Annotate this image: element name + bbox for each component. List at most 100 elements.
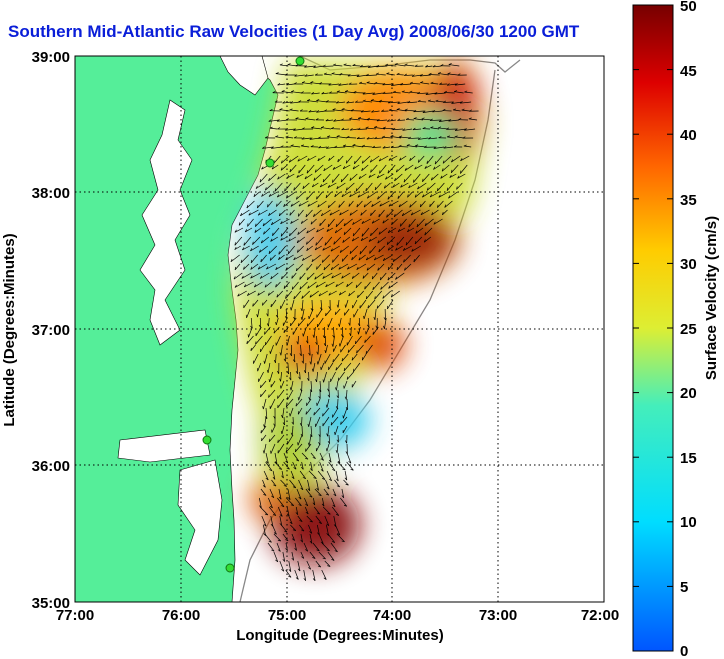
velocity-arrow bbox=[421, 118, 433, 121]
velocity-arrow bbox=[382, 83, 394, 86]
velocity-arrow bbox=[287, 245, 296, 255]
velocity-arrow-head bbox=[349, 332, 352, 336]
velocity-arrow bbox=[284, 182, 292, 192]
velocity-arrow bbox=[260, 254, 267, 263]
colorbar-tick-label: 35 bbox=[680, 192, 697, 209]
velocity-arrow bbox=[234, 281, 245, 288]
velocity-arrow-head bbox=[329, 212, 332, 216]
velocity-arrow-head bbox=[418, 137, 421, 140]
velocity-arrow-head bbox=[317, 565, 321, 568]
velocity-arrow-head bbox=[454, 128, 458, 131]
velocity-arrow-head bbox=[382, 135, 386, 138]
velocity-arrow-head bbox=[269, 126, 273, 129]
velocity-arrow-head bbox=[293, 136, 297, 139]
velocity-arrow-head bbox=[275, 314, 279, 318]
y-axis-label: Latitude (Degrees:Minutes) bbox=[1, 233, 18, 426]
velocity-arrow bbox=[253, 191, 260, 197]
velocity-arrow bbox=[299, 371, 301, 380]
velocity-arrow-head bbox=[422, 127, 426, 129]
velocity-arrow-head bbox=[302, 477, 306, 480]
velocity-arrow-head bbox=[280, 145, 284, 148]
velocity-arrow bbox=[311, 254, 321, 263]
velocity-arrow bbox=[357, 191, 368, 198]
velocity-arrow bbox=[365, 127, 377, 130]
velocity-arrow-head bbox=[305, 511, 309, 515]
velocity-arrow bbox=[290, 524, 297, 531]
velocity-arrow bbox=[296, 191, 305, 200]
velocity-arrow-head bbox=[355, 188, 358, 192]
velocity-arrow bbox=[358, 317, 361, 326]
velocity-arrow bbox=[328, 434, 331, 444]
velocity-arrow-head bbox=[382, 91, 386, 94]
velocity-arrow-head bbox=[336, 439, 339, 443]
velocity-arrow-head bbox=[377, 240, 380, 244]
velocity-arrow bbox=[316, 479, 319, 491]
velocity-arrow-head bbox=[368, 238, 371, 242]
velocity-arrow bbox=[332, 173, 340, 183]
velocity-arrow-head bbox=[310, 145, 314, 148]
velocity-arrow bbox=[333, 119, 343, 122]
velocity-arrow bbox=[260, 344, 265, 353]
velocity-arrow-head bbox=[315, 284, 318, 288]
velocity-arrow bbox=[299, 524, 305, 532]
velocity-arrow bbox=[380, 272, 387, 281]
velocity-arrow bbox=[268, 434, 276, 442]
velocity-arrow-head bbox=[423, 239, 426, 243]
velocity-arrow bbox=[289, 209, 295, 216]
velocity-arrow-head bbox=[323, 72, 327, 75]
velocity-arrow bbox=[285, 263, 295, 271]
velocity-arrow bbox=[289, 407, 294, 417]
x-tick-label: 73:00 bbox=[479, 607, 517, 624]
velocity-arrow bbox=[374, 308, 377, 320]
velocity-arrow bbox=[268, 290, 274, 296]
velocity-arrow-head bbox=[365, 126, 369, 129]
velocity-arrow bbox=[395, 272, 405, 280]
velocity-arrow-head bbox=[266, 323, 269, 327]
velocity-arrow bbox=[277, 434, 285, 444]
velocity-arrow-head bbox=[323, 267, 326, 271]
velocity-arrow bbox=[355, 335, 362, 345]
velocity-arrow bbox=[332, 254, 339, 263]
velocity-arrow-head bbox=[250, 266, 253, 270]
velocity-arrow-head bbox=[333, 493, 337, 497]
x-tick-label: 76:00 bbox=[162, 607, 200, 624]
velocity-arrow-head bbox=[398, 204, 401, 208]
velocity-arrow bbox=[308, 524, 313, 534]
velocity-arrow bbox=[323, 164, 333, 172]
velocity-arrow-head bbox=[339, 72, 343, 75]
velocity-arrow-head bbox=[276, 194, 280, 198]
velocity-arrow-head bbox=[331, 343, 334, 347]
velocity-arrow-head bbox=[431, 212, 434, 216]
velocity-arrow bbox=[266, 263, 277, 270]
velocity-arrow bbox=[322, 407, 330, 417]
velocity-arrow-head bbox=[313, 65, 317, 68]
velocity-arrow-head bbox=[293, 257, 296, 261]
velocity-arrow bbox=[286, 335, 290, 346]
velocity-arrow-head bbox=[316, 110, 320, 113]
velocity-arrow bbox=[387, 263, 394, 271]
velocity-arrow bbox=[420, 82, 430, 85]
velocity-arrow-head bbox=[402, 128, 406, 131]
velocity-arrow-head bbox=[298, 376, 301, 380]
velocity-arrow bbox=[379, 101, 391, 103]
velocity-arrow-head bbox=[331, 541, 335, 543]
velocity-arrow bbox=[312, 569, 316, 581]
velocity-arrow bbox=[345, 299, 349, 308]
velocity-arrow bbox=[282, 533, 289, 542]
velocity-arrow bbox=[413, 173, 421, 183]
velocity-arrow bbox=[250, 272, 261, 279]
velocity-arrow bbox=[306, 227, 316, 234]
velocity-arrow bbox=[382, 218, 389, 224]
velocity-arrow bbox=[439, 119, 451, 122]
velocity-arrow bbox=[403, 245, 412, 251]
velocity-arrow bbox=[409, 200, 417, 208]
velocity-arrow-head bbox=[234, 246, 237, 250]
velocity-arrow-head bbox=[371, 203, 374, 207]
velocity-arrow bbox=[351, 380, 357, 388]
velocity-arrow-head bbox=[325, 284, 328, 287]
velocity-arrow bbox=[338, 263, 349, 270]
velocity-arrow-head bbox=[414, 64, 418, 67]
velocity-arrow-head bbox=[260, 384, 262, 388]
velocity-arrow-head bbox=[306, 241, 308, 245]
velocity-arrow bbox=[408, 218, 416, 228]
